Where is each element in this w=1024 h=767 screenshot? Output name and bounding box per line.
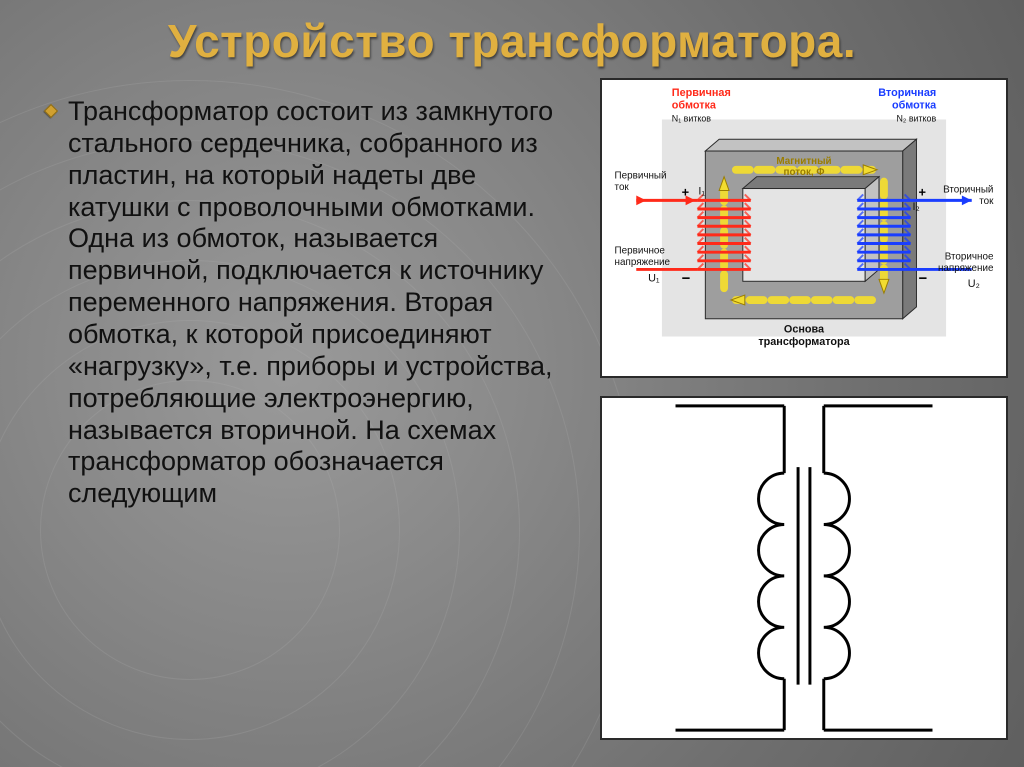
svg-text:ток: ток [615,182,630,193]
svg-text:Первичный: Первичный [615,171,667,182]
transformer-symbol [600,396,1008,740]
svg-text:I₁: I₁ [698,185,705,197]
page-title: Устройство трансформатора. [0,14,1024,68]
svg-text:+: + [918,184,925,199]
svg-text:+: + [682,184,689,199]
svg-text:Вторичный: Вторичный [943,184,993,195]
svg-text:обмотка: обмотка [672,99,717,111]
svg-text:−: − [682,271,691,287]
svg-text:U₁: U₁ [648,272,660,284]
svg-text:обмотка: обмотка [892,99,937,111]
svg-text:Первичная: Первичная [672,87,731,99]
svg-text:Первичное: Первичное [615,246,666,257]
body-paragraph: Трансформатор состоит из замкнутого стал… [46,96,566,510]
bullet-icon [44,104,58,118]
svg-text:трансформатора: трансформатора [758,336,850,348]
svg-text:поток, Φ: поток, Φ [784,167,825,178]
svg-text:напряжение: напряжение [938,263,994,274]
svg-text:напряжение: напряжение [615,257,671,268]
transformer-diagram: +−+−ПервичнаяобмоткаN₁ витковВторичнаяоб… [600,78,1008,378]
paragraph-text: Трансформатор состоит из замкнутого стал… [68,96,566,510]
svg-text:U₂: U₂ [968,278,980,290]
svg-text:N₁ витков: N₁ витков [672,113,712,123]
svg-text:−: − [918,271,927,287]
svg-text:Магнитный: Магнитный [776,156,831,167]
svg-text:N₂ витков: N₂ витков [897,113,937,123]
svg-text:Вторичное: Вторичное [945,252,994,263]
svg-text:ток: ток [979,196,994,207]
svg-text:Основа: Основа [784,324,825,336]
svg-text:I₂: I₂ [913,201,920,213]
svg-text:Вторичная: Вторичная [878,87,936,99]
